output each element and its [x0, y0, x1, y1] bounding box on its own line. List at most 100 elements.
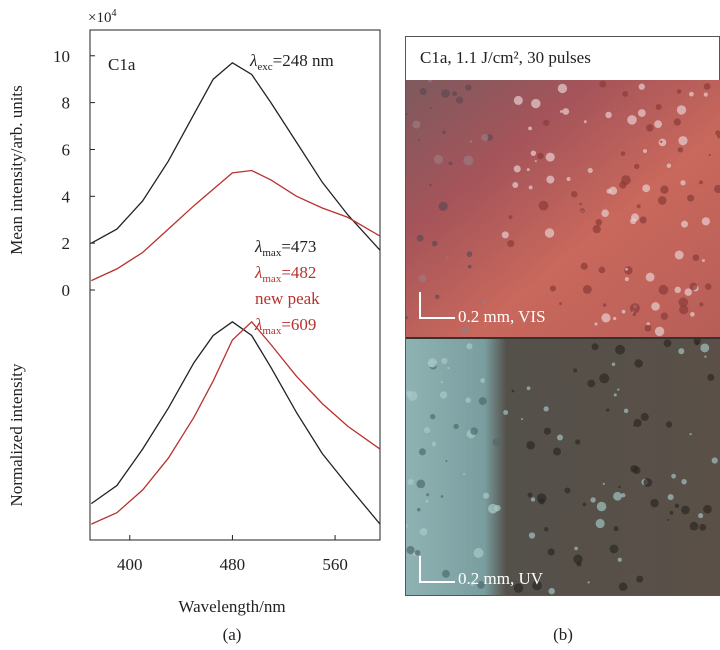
speckle: [630, 217, 637, 225]
speckle: [601, 313, 611, 323]
speckle: [543, 427, 552, 435]
speckle: [441, 89, 450, 98]
speckle: [424, 427, 431, 434]
speckle: [527, 492, 533, 498]
speckle: [544, 228, 555, 238]
speckle: [684, 288, 692, 296]
photo-vis: [406, 80, 720, 338]
speckle: [613, 491, 622, 501]
speckle: [562, 108, 570, 115]
speckle: [573, 554, 583, 564]
symbol: λ: [254, 315, 262, 334]
speckle: [613, 393, 617, 397]
speckle: [666, 163, 672, 168]
speckle: [406, 112, 408, 116]
speckle: [478, 397, 487, 406]
speckle: [623, 408, 629, 414]
speckle: [483, 492, 490, 499]
speckle: [466, 343, 473, 350]
speckle: [467, 264, 472, 269]
speckle: [587, 379, 596, 388]
speckle: [690, 312, 695, 317]
speckle: [595, 518, 605, 529]
speckle: [606, 408, 610, 412]
speckle: [678, 348, 685, 355]
speckle: [406, 315, 408, 320]
speckle: [618, 582, 628, 592]
speckle: [699, 180, 704, 185]
panel-label: (b): [553, 625, 573, 644]
speckle: [419, 528, 428, 536]
speckle: [416, 507, 421, 512]
speckle: [621, 493, 626, 498]
speckle: [503, 410, 509, 415]
annotation: λmax=473: [254, 237, 316, 259]
speckle: [701, 217, 710, 226]
speckle: [624, 266, 633, 275]
speckle: [528, 185, 533, 190]
speckle: [699, 523, 707, 531]
speckle: [698, 513, 704, 519]
speckle: [469, 140, 473, 143]
speckle: [618, 485, 621, 489]
x-tick-label: 560: [322, 555, 348, 574]
speckle: [511, 389, 515, 393]
speckle: [592, 225, 601, 234]
speckle: [602, 482, 605, 485]
speckle: [473, 548, 484, 558]
speckle: [427, 358, 438, 368]
scale-label: 0.2 mm, UV: [458, 569, 544, 588]
panel-header: C1a, 1.1 J/cm², 30 pulses: [420, 48, 591, 67]
speckle: [513, 95, 523, 105]
subscript: max: [262, 325, 281, 337]
speckle: [431, 240, 438, 247]
speckle: [480, 378, 485, 383]
speckle: [425, 499, 429, 503]
speckle: [639, 216, 647, 224]
speckle: [634, 359, 643, 368]
speckle: [638, 83, 645, 90]
speckle: [714, 184, 720, 194]
speckle: [679, 305, 689, 315]
texture: [406, 80, 720, 595]
spectrum-line: [91, 169, 380, 282]
speckle: [455, 96, 464, 104]
speckle: [465, 84, 472, 91]
speckle: [429, 183, 432, 187]
speckle: [605, 111, 612, 119]
speckle: [440, 495, 444, 498]
speckle: [645, 272, 655, 282]
speckle: [611, 362, 616, 366]
speckle: [414, 549, 421, 556]
photos: [406, 80, 720, 595]
annotation: λexc=248 nm: [249, 51, 334, 73]
speckle: [418, 448, 426, 456]
multiplier-exponent: 4: [111, 8, 116, 19]
speckle: [492, 438, 500, 446]
speckle: [632, 312, 637, 316]
speckle: [654, 120, 662, 129]
speckle: [643, 478, 653, 487]
speckle: [609, 544, 619, 554]
speckle: [681, 505, 690, 515]
speckle: [703, 83, 711, 90]
speckle: [634, 163, 640, 170]
speckle: [419, 87, 427, 95]
speckle: [534, 160, 537, 163]
speckle: [699, 302, 704, 307]
speckle: [587, 581, 590, 584]
panel-label: (a): [223, 625, 242, 644]
axis-multiplier: ×104: [88, 8, 116, 26]
speckle: [559, 302, 563, 306]
speckle: [617, 388, 620, 391]
speckle: [441, 357, 448, 364]
speckle: [465, 397, 471, 403]
speckle: [671, 473, 676, 479]
speckle: [538, 200, 549, 211]
plot-frame: [89, 29, 381, 541]
speckle: [644, 324, 652, 332]
speckle: [543, 406, 549, 412]
speckle: [680, 180, 686, 186]
speckle: [453, 423, 459, 430]
y-tick-label: 8: [62, 94, 71, 113]
